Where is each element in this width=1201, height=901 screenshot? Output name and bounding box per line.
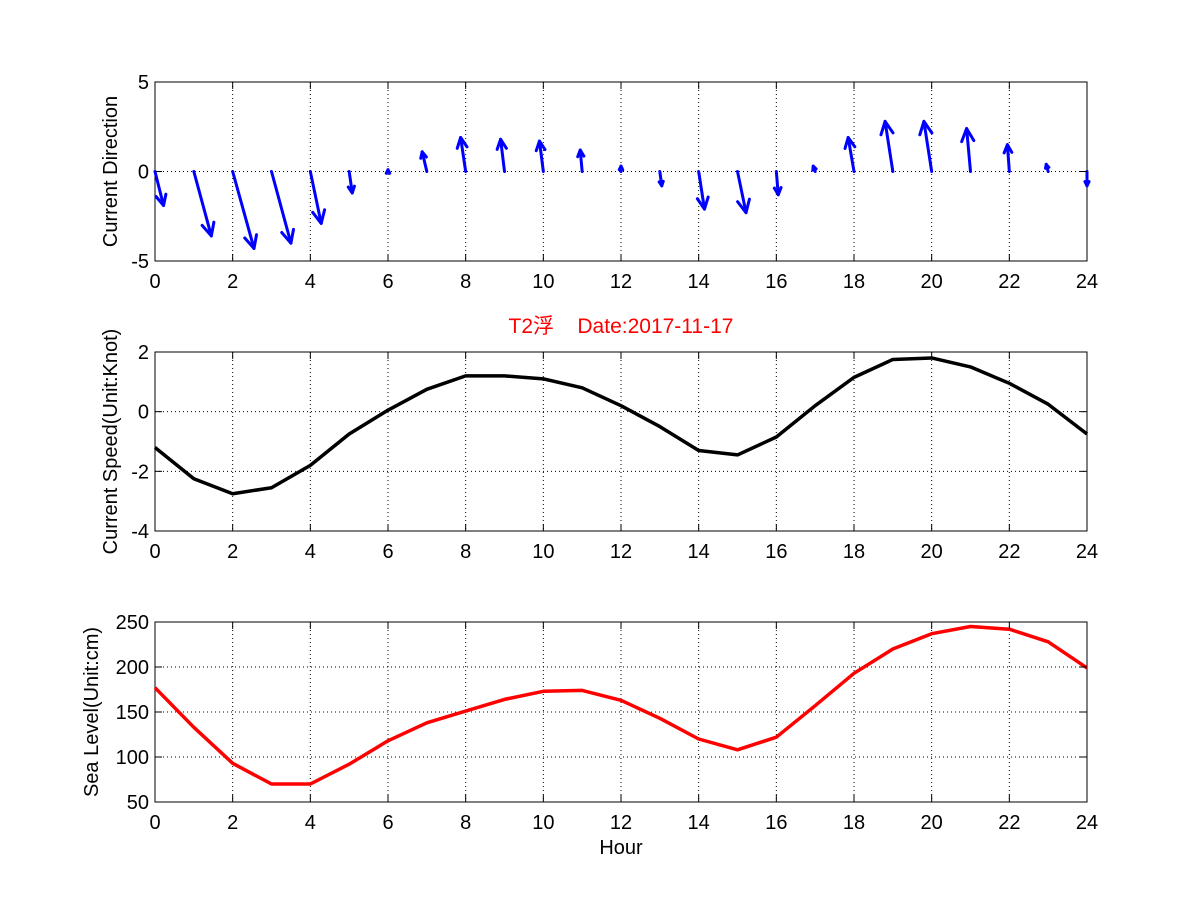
x-tick-label: 20 — [921, 541, 943, 563]
y-tick-label: 5 — [138, 72, 149, 94]
series-line — [153, 624, 1088, 786]
direction-arrow — [153, 170, 168, 208]
x-tick-label: 14 — [688, 271, 710, 293]
x-tick-label: 14 — [688, 541, 710, 563]
y-tick-label: 150 — [116, 702, 149, 724]
x-tick-label: 24 — [1076, 271, 1098, 293]
direction-arrow — [617, 164, 625, 173]
x-axis-label: Hour — [599, 837, 643, 859]
y-tick-label: 200 — [116, 657, 149, 679]
direction-arrow — [231, 170, 259, 250]
y-tick-label: 0 — [138, 162, 149, 184]
y-tick-label: -5 — [131, 251, 149, 273]
direction-arrow — [192, 170, 216, 238]
x-tick-label: 16 — [765, 271, 787, 293]
axis-ticks: 0 2 4 6 8 10 12 14 16 18 20 22 24-505 — [131, 72, 1098, 293]
x-tick-label: 8 — [460, 271, 471, 293]
x-tick-label: 12 — [610, 271, 632, 293]
x-tick-label: 18 — [843, 812, 865, 834]
x-tick-label: 2 — [227, 541, 238, 563]
x-tick-label: 22 — [998, 541, 1020, 563]
x-tick-label: 22 — [998, 812, 1020, 834]
y-tick-label: 50 — [127, 792, 149, 814]
y-tick-label: 0 — [138, 402, 149, 424]
direction-arrow — [843, 135, 857, 173]
x-tick-label: 12 — [610, 812, 632, 834]
direction-arrow — [576, 148, 586, 173]
x-tick-label: 4 — [305, 541, 316, 563]
x-tick-label: 12 — [610, 541, 632, 563]
x-tick-label: 24 — [1076, 541, 1098, 563]
x-tick-label: 0 — [149, 812, 160, 834]
x-tick-label: 16 — [765, 541, 787, 563]
direction-arrow — [534, 139, 547, 173]
direction-arrow — [811, 164, 818, 173]
direction-arrow — [772, 170, 783, 197]
direction-arrow — [384, 168, 392, 175]
x-tick-label: 4 — [305, 271, 316, 293]
x-tick-label: 8 — [460, 541, 471, 563]
x-tick-label: 4 — [305, 812, 316, 834]
x-tick-label: 10 — [532, 541, 554, 563]
x-tick-label: 14 — [688, 812, 710, 834]
x-tick-label: 24 — [1076, 812, 1098, 834]
x-tick-label: 6 — [382, 271, 393, 293]
x-tick-label: 16 — [765, 812, 787, 834]
sea-level-series — [153, 624, 1088, 786]
direction-arrow — [960, 127, 976, 173]
grid-lines — [155, 622, 1087, 802]
x-tick-label: 10 — [532, 271, 554, 293]
current-direction-arrows — [153, 119, 1091, 250]
direction-arrow — [736, 170, 751, 215]
y-tick-label: 250 — [116, 612, 149, 634]
x-tick-label: 6 — [382, 541, 393, 563]
direction-arrow — [455, 135, 469, 173]
x-tick-label: 10 — [532, 812, 554, 834]
current-direction-panel: 0 2 4 6 8 10 12 14 16 18 20 22 24-505 Current Direct… — [100, 72, 1098, 293]
x-tick-label: 2 — [227, 271, 238, 293]
axes-frame — [154, 351, 1088, 532]
direction-arrow — [419, 150, 429, 173]
x-tick-label: 8 — [460, 812, 471, 834]
direction-arrow — [657, 170, 665, 188]
y-tick-label: 2 — [138, 342, 149, 364]
y-axis-label: Current Direction — [100, 96, 122, 247]
y-tick-label: 100 — [116, 747, 149, 769]
x-tick-label: 20 — [921, 812, 943, 834]
axis-ticks: 0 2 4 6 8 10 12 14 16 18 20 22 24-4-202 — [131, 342, 1098, 563]
direction-arrow — [1002, 143, 1014, 173]
x-tick-label: 0 — [149, 271, 160, 293]
x-tick-label: 20 — [921, 271, 943, 293]
direction-arrow — [918, 119, 934, 173]
grid-lines — [155, 352, 1087, 531]
direction-arrow — [1043, 162, 1051, 173]
x-tick-label: 22 — [998, 271, 1020, 293]
y-axis-label: Sea Level(Unit:cm) — [81, 627, 103, 797]
direction-arrow — [695, 170, 710, 211]
x-tick-label: 18 — [843, 541, 865, 563]
y-tick-label: -2 — [131, 461, 149, 483]
chart-title: T2浮 Date:2017-11-17 — [509, 315, 734, 338]
current-speed-panel: 0 2 4 6 8 10 12 14 16 18 20 22 24-4-202 T2浮 Date:201… — [100, 315, 1098, 563]
direction-arrow — [346, 170, 356, 195]
x-tick-label: 0 — [149, 541, 160, 563]
direction-arrow — [308, 170, 327, 225]
direction-arrow — [495, 137, 508, 173]
direction-arrow — [879, 119, 895, 173]
direction-arrow — [1083, 170, 1091, 188]
y-tick-label: -4 — [131, 521, 149, 543]
x-tick-label: 18 — [843, 271, 865, 293]
x-tick-label: 6 — [382, 812, 393, 834]
direction-arrow — [270, 170, 295, 245]
x-tick-label: 2 — [227, 812, 238, 834]
y-axis-label: Current Speed(Unit:Knot) — [100, 329, 122, 555]
